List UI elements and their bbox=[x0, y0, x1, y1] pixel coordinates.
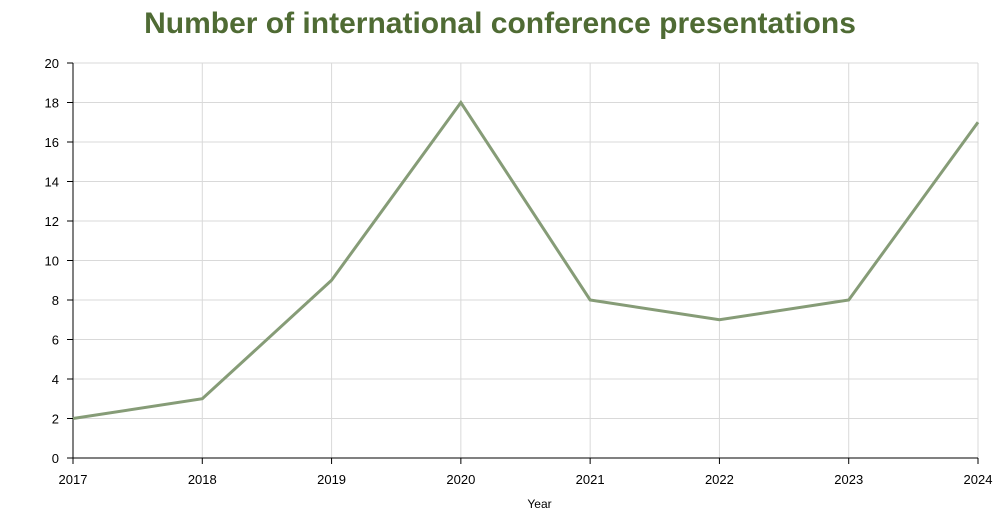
y-tick-label-18: 18 bbox=[45, 96, 59, 111]
y-tick-label-6: 6 bbox=[52, 333, 59, 348]
series-line-0 bbox=[72, 99, 980, 420]
x-tick-label-2019: 2019 bbox=[317, 472, 346, 487]
y-tick-label-10: 10 bbox=[45, 254, 59, 269]
x-tick-label-2020: 2020 bbox=[446, 472, 475, 487]
x-tick-label-2017: 2017 bbox=[59, 472, 88, 487]
tick-labels: 0 2 4 6 8 10 12 14 16 18 20 2017 2018 2019 2020 2021 202… bbox=[45, 56, 993, 487]
y-tick-label-4: 4 bbox=[52, 372, 59, 387]
x-tick-label-2018: 2018 bbox=[188, 472, 217, 487]
y-tick-label-14: 14 bbox=[45, 175, 59, 190]
x-tick-label-2022: 2022 bbox=[705, 472, 734, 487]
y-tick-label-0: 0 bbox=[52, 451, 59, 466]
x-axis-title: Year bbox=[527, 497, 551, 511]
grid-lines bbox=[72, 62, 979, 458]
y-tick-label-2: 2 bbox=[52, 412, 59, 427]
y-tick-label-20: 20 bbox=[45, 56, 59, 71]
y-tick-label-16: 16 bbox=[45, 135, 59, 150]
series-layer bbox=[72, 99, 980, 420]
y-tick-label-12: 12 bbox=[45, 214, 59, 229]
x-tick-label-2024: 2024 bbox=[964, 472, 993, 487]
y-tick-label-8: 8 bbox=[52, 293, 59, 308]
x-tick-label-2023: 2023 bbox=[834, 472, 863, 487]
x-tick-label-2021: 2021 bbox=[576, 472, 605, 487]
chart-title: Number of international conference prese… bbox=[144, 7, 856, 40]
axes bbox=[67, 62, 979, 464]
